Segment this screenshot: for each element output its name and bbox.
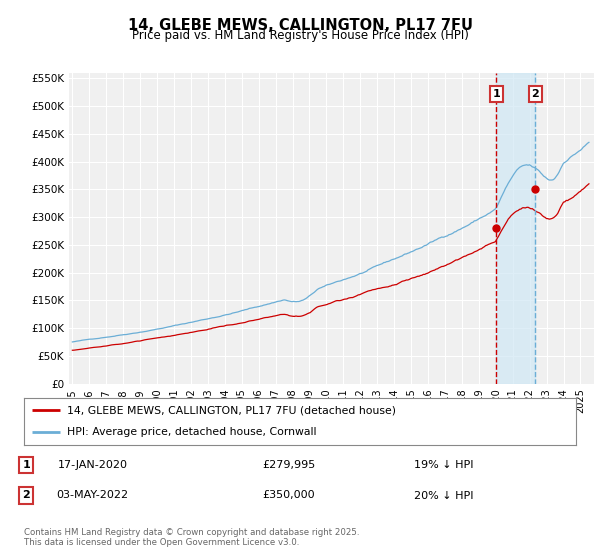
Text: 19% ↓ HPI: 19% ↓ HPI [414,460,474,470]
Text: 14, GLEBE MEWS, CALLINGTON, PL17 7FU: 14, GLEBE MEWS, CALLINGTON, PL17 7FU [128,18,473,33]
Text: Price paid vs. HM Land Registry's House Price Index (HPI): Price paid vs. HM Land Registry's House … [131,29,469,42]
Bar [496,73,535,384]
Text: Contains HM Land Registry data © Crown copyright and database right 2025.
This d: Contains HM Land Registry data © Crown c… [24,528,359,547]
Text: 14, GLEBE MEWS, CALLINGTON, PL17 7FU (detached house): 14, GLEBE MEWS, CALLINGTON, PL17 7FU (de… [67,405,396,416]
Text: HPI: Average price, detached house, Cornwall: HPI: Average price, detached house, Corn… [67,427,317,437]
Text: £279,995: £279,995 [262,460,315,470]
Text: 1: 1 [23,460,30,470]
Text: 17-JAN-2020: 17-JAN-2020 [58,460,128,470]
Text: £350,000: £350,000 [262,491,315,501]
Text: 20% ↓ HPI: 20% ↓ HPI [414,491,474,501]
Text: 2: 2 [532,89,539,99]
Text: 03-MAY-2022: 03-MAY-2022 [56,491,129,501]
Text: 1: 1 [493,89,500,99]
Text: 2: 2 [23,491,30,501]
